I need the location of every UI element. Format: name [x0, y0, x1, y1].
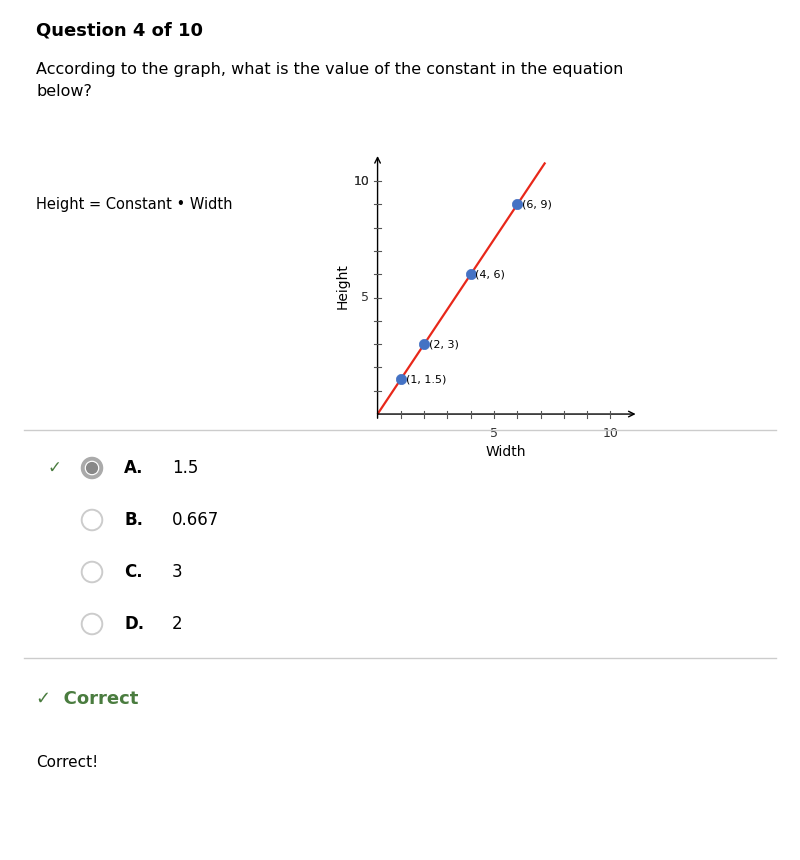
- Text: 10: 10: [602, 427, 618, 439]
- Circle shape: [82, 613, 102, 635]
- Circle shape: [83, 512, 101, 529]
- Text: (6, 9): (6, 9): [522, 200, 552, 210]
- Text: Correct!: Correct!: [36, 755, 98, 770]
- Point: [511, 198, 524, 212]
- Text: 5: 5: [490, 427, 498, 439]
- Text: C.: C.: [124, 563, 142, 581]
- Circle shape: [83, 563, 101, 581]
- Text: Height = Constant • Width: Height = Constant • Width: [36, 198, 233, 212]
- Circle shape: [86, 462, 98, 475]
- Text: D.: D.: [124, 615, 144, 633]
- Circle shape: [82, 562, 102, 582]
- Text: ✓: ✓: [47, 459, 62, 477]
- Text: 2: 2: [172, 615, 182, 633]
- Text: According to the graph, what is the value of the constant in the equation
below?: According to the graph, what is the valu…: [36, 62, 623, 99]
- Circle shape: [82, 458, 102, 478]
- Text: A.: A.: [124, 459, 143, 477]
- Point: [464, 267, 477, 281]
- Circle shape: [86, 463, 98, 473]
- Text: 10: 10: [354, 175, 370, 187]
- Text: (4, 6): (4, 6): [475, 269, 506, 280]
- Text: (2, 3): (2, 3): [429, 339, 458, 349]
- Text: 0.667: 0.667: [172, 511, 219, 529]
- Point: [394, 372, 407, 386]
- Text: 5: 5: [362, 291, 370, 304]
- Circle shape: [83, 616, 101, 633]
- Text: 3: 3: [172, 563, 182, 581]
- Text: B.: B.: [124, 511, 143, 529]
- Text: Height: Height: [336, 263, 350, 309]
- Text: Width: Width: [486, 445, 526, 459]
- Text: 1.5: 1.5: [172, 459, 198, 477]
- Text: (1, 1.5): (1, 1.5): [406, 374, 446, 384]
- Point: [418, 337, 430, 351]
- Circle shape: [82, 509, 102, 531]
- Text: 10: 10: [354, 175, 370, 187]
- Text: ✓  Correct: ✓ Correct: [36, 690, 138, 708]
- Text: Question 4 of 10: Question 4 of 10: [36, 22, 203, 40]
